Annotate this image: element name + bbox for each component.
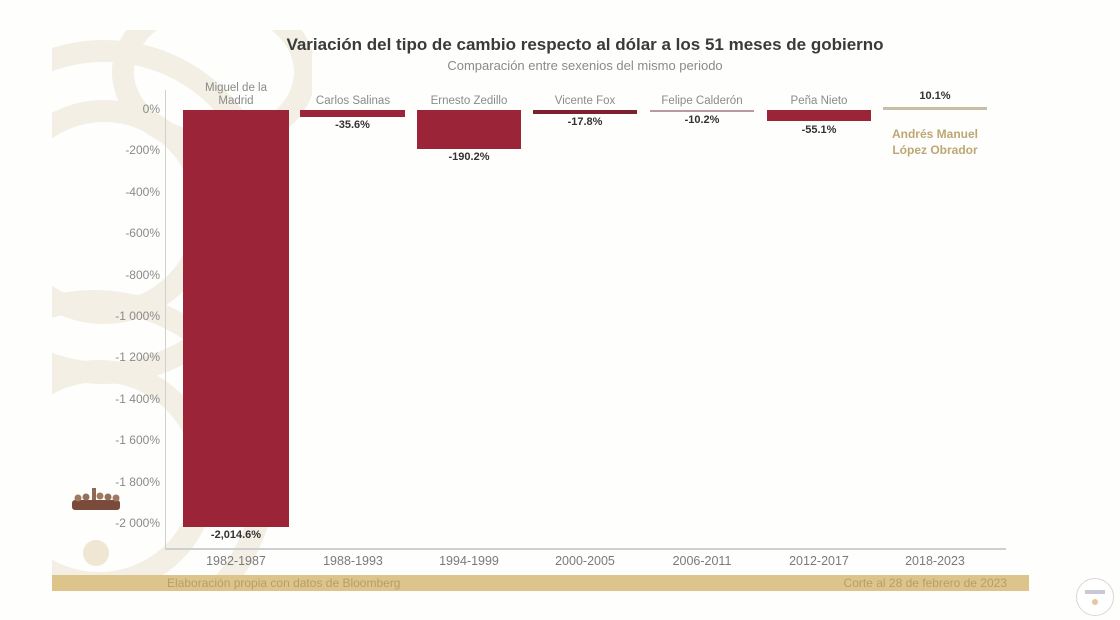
bar-name-madrid: Miguel de la Madrid bbox=[183, 82, 289, 108]
logo-text-mark bbox=[1085, 590, 1105, 594]
source-note: Elaboración propia con datos de Bloomber… bbox=[167, 576, 401, 590]
bar-salinas[interactable] bbox=[300, 110, 405, 117]
value-label-madrid: -2,014.6% bbox=[210, 529, 262, 541]
y-tick: -1 600% bbox=[115, 433, 160, 447]
seal-icon bbox=[83, 540, 109, 566]
y-tick: -1 400% bbox=[115, 392, 160, 406]
bar-calderon[interactable] bbox=[650, 110, 754, 112]
bar-name-salinas: Carlos Salinas bbox=[315, 95, 391, 107]
x-tick: 2018-2023 bbox=[905, 554, 965, 568]
y-tick: -800% bbox=[125, 268, 160, 282]
x-tick: 1994-1999 bbox=[439, 554, 499, 568]
chart-title: Variación del tipo de cambio respecto al… bbox=[286, 35, 884, 54]
x-tick: 2006-2011 bbox=[672, 554, 732, 568]
government-logo-icon bbox=[1076, 578, 1114, 616]
bar-name-line: Miguel de la bbox=[204, 82, 267, 94]
bar-name-fox: Vicente Fox bbox=[554, 95, 616, 107]
x-tick: 1988-1993 bbox=[323, 554, 383, 568]
y-tick: -1 000% bbox=[115, 309, 160, 323]
bar-name-calderon: Felipe Calderón bbox=[661, 95, 743, 107]
x-tick: 2000-2005 bbox=[555, 554, 615, 568]
crowd-illustration-icon bbox=[72, 488, 120, 510]
bar-amlo[interactable] bbox=[883, 107, 987, 110]
plot-area bbox=[165, 90, 1006, 550]
bar-name-amlo: Andrés Manuel López Obrador bbox=[873, 126, 997, 158]
bar-name-line: Madrid bbox=[218, 95, 254, 107]
bar-zedillo[interactable] bbox=[417, 110, 521, 149]
bar-name-line: López Obrador bbox=[892, 143, 978, 157]
value-label-calderon: -10.2% bbox=[684, 114, 720, 126]
value-label-salinas: -35.6% bbox=[335, 119, 370, 131]
logo-emblem bbox=[1092, 599, 1098, 605]
bar-fox[interactable] bbox=[533, 110, 637, 114]
value-label-zedillo: -190.2% bbox=[448, 151, 490, 163]
footer-band: Elaboración propia con datos de Bloomber… bbox=[52, 575, 1029, 591]
x-tick: 2012-2017 bbox=[789, 554, 849, 568]
y-tick: -600% bbox=[125, 226, 160, 240]
bar-name-pena-nieto: Peña Nieto bbox=[790, 95, 848, 107]
value-label-fox: -17.8% bbox=[567, 116, 603, 128]
y-tick: 0% bbox=[142, 102, 160, 116]
bar-name-line: Andrés Manuel bbox=[891, 127, 978, 141]
y-tick: -1 800% bbox=[115, 475, 160, 489]
bar-madrid[interactable] bbox=[183, 110, 289, 527]
y-tick: -1 200% bbox=[115, 350, 160, 364]
cutoff-date: Corte al 28 de febrero de 2023 bbox=[843, 576, 1007, 590]
y-tick: -400% bbox=[125, 185, 160, 199]
value-label-pena-nieto: -55.1% bbox=[801, 124, 837, 136]
bar-pena-nieto[interactable] bbox=[767, 110, 871, 121]
y-tick: -2 000% bbox=[115, 516, 160, 530]
chart-subtitle: Comparación entre sexenios del mismo per… bbox=[447, 58, 723, 73]
bar-name-zedillo: Ernesto Zedillo bbox=[430, 95, 508, 107]
x-tick: 1982-1987 bbox=[206, 554, 266, 568]
y-tick: -200% bbox=[125, 143, 160, 157]
value-label-amlo: 10.1% bbox=[919, 90, 951, 102]
